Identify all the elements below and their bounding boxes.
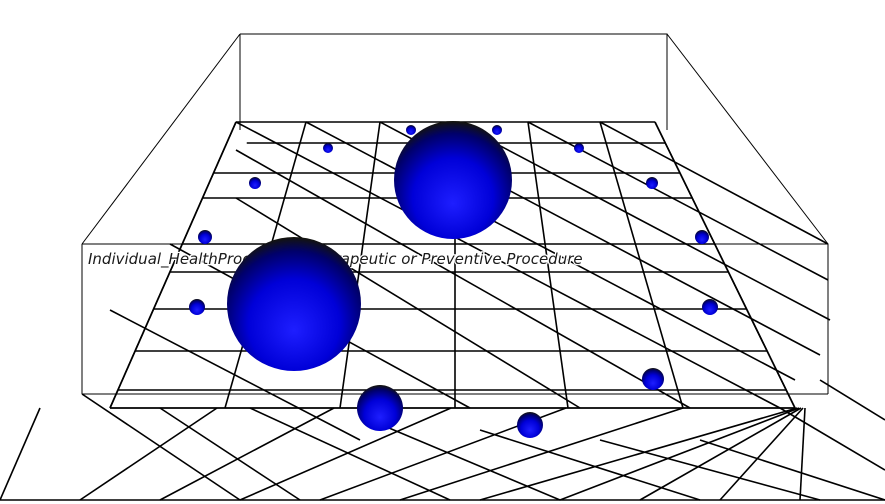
small-node[interactable] [574, 143, 584, 153]
grid-diagonal-line [249, 407, 451, 501]
floor-extension-line [399, 407, 684, 501]
grid-diagonal-line [109, 309, 361, 441]
small-node[interactable] [492, 125, 502, 135]
grid-diagonal-line [81, 393, 241, 501]
floor-extension-line [639, 407, 802, 501]
grid-diagonal-line [369, 419, 561, 501]
node-large-left[interactable] [227, 237, 361, 371]
floor-extension-line [799, 407, 806, 501]
small-node[interactable] [406, 125, 416, 135]
floor-extension-line [479, 407, 798, 501]
grid-diagonal-line [235, 197, 581, 409]
small-node[interactable] [702, 299, 718, 315]
floor-extension-line [239, 407, 452, 501]
small-node[interactable] [695, 230, 709, 244]
floor-extension-line [559, 407, 800, 501]
node-small-bottom-right[interactable] [517, 412, 543, 438]
node-large-center-top[interactable] [394, 121, 512, 239]
grid-diagonal-line [599, 439, 821, 501]
floor-extension-line [719, 407, 804, 501]
grid-diagonal-line [235, 149, 691, 409]
small-node[interactable] [646, 177, 658, 189]
grid-column-line [339, 121, 381, 409]
grid-diagonal-line [454, 121, 831, 321]
grid-column-line [527, 121, 569, 409]
inner-box-wireframe [0, 121, 885, 501]
small-node[interactable] [323, 143, 333, 153]
small-node-ring [189, 125, 718, 315]
node-small-right-low[interactable] [642, 368, 664, 390]
grid-diagonal-line [235, 121, 781, 409]
grid-diagonal-line [779, 407, 885, 471]
small-node[interactable] [249, 177, 261, 189]
floor-extension-line [79, 407, 218, 501]
floor-extension-line [0, 407, 41, 501]
node-medium-bottom[interactable] [357, 385, 403, 431]
floor-extension-line [159, 407, 335, 501]
grid-diagonal-line [159, 407, 301, 501]
grid-diagonal-line [305, 121, 796, 381]
grid-diagonal-line [599, 121, 829, 245]
small-node[interactable] [189, 299, 205, 315]
grid-diagonal-line [699, 439, 885, 501]
node-cluster [357, 121, 664, 438]
grid-diagonal-line [819, 379, 885, 421]
small-node[interactable] [198, 230, 212, 244]
grid-column-line [599, 121, 684, 409]
grid-diagonal-line [479, 429, 701, 501]
